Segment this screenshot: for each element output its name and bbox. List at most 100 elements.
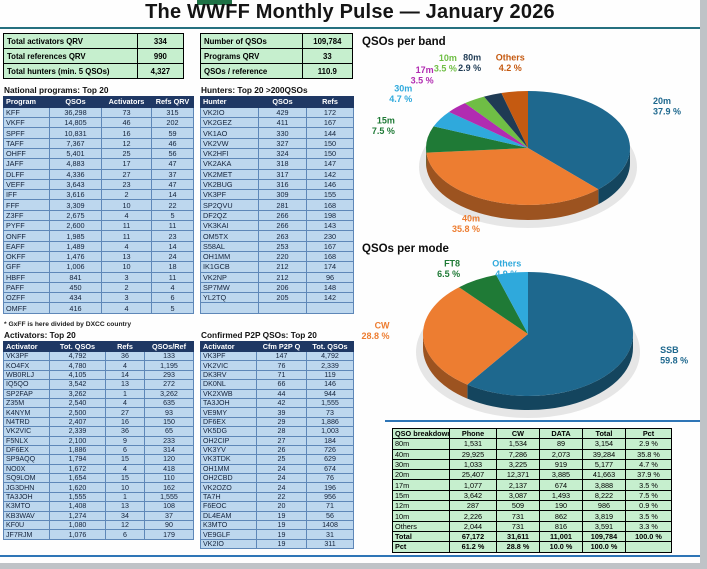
table-cell: DK0NL [200, 379, 257, 390]
table-cell: OMFF [3, 302, 50, 314]
table-cell: 1,555 [49, 491, 106, 503]
table-cell: VK2NP [200, 271, 259, 283]
hunters-table: Hunter QSOs Refs VK2IO 429 172 VK2GEZ 411 167 VK1… [200, 96, 354, 314]
table-cell: FFF [3, 199, 50, 211]
table-row: 20m 25,407 12,371 3,885 41,663 37.9 % [392, 469, 672, 481]
table-cell: 162 [144, 482, 194, 493]
table-cell: 13 [105, 379, 145, 390]
table-row: VK3KAI 266 143 [200, 220, 354, 232]
table-row: VK2NP 212 96 [200, 271, 354, 283]
table-cell: OH2CBD [200, 473, 257, 484]
table-cell: 314 [144, 444, 194, 456]
table-cell: 1,080 [49, 520, 106, 531]
table-cell: VK3TDK [200, 454, 257, 465]
table-cell: 6 [105, 444, 145, 456]
table-cell: Total activators QRV [3, 33, 138, 49]
table-cell: 24 [256, 463, 307, 475]
table-cell: OH2CIP [200, 435, 257, 446]
table-cell: VK2VW [200, 137, 259, 149]
table-row: SP2QVU 281 168 [200, 199, 354, 211]
table-cell: 674 [306, 463, 354, 475]
table-cell: 1,534 [496, 438, 540, 450]
table-cell: 67,172 [449, 530, 497, 543]
table-cell: 3.5 % [625, 510, 672, 522]
table-row: SQ9LOM 1,654 15 110 [3, 473, 194, 484]
table-cell: 1,033 [449, 458, 497, 471]
table-cell: GFF [3, 261, 50, 273]
table-cell: 179 [144, 529, 194, 540]
table-cell: 47 [151, 158, 194, 170]
table-cell: 4,792 [306, 350, 354, 362]
table-row: EAFF 1,489 4 14 [3, 240, 194, 252]
page-edge-right [700, 0, 707, 569]
table-cell: 89 [539, 438, 583, 450]
table-row: OH2CBD 24 76 [200, 473, 354, 484]
table-row: S58AL 253 167 [200, 240, 354, 252]
table-cell: 1,006 [49, 261, 102, 273]
table-cell: PAFF [3, 281, 50, 294]
table-row: FFF 3,309 10 22 [3, 199, 194, 211]
table-cell: VK2VIC [200, 360, 257, 371]
table-cell: VEFF [3, 178, 50, 191]
table-cell: 1,886 [49, 444, 106, 456]
table-cell: 23 [151, 230, 194, 242]
table-cell: VK3YV [200, 444, 257, 456]
column-header: Refs [306, 96, 354, 108]
table-cell: 1,555 [306, 397, 354, 409]
pie-slice-pct: 4.2 % [499, 63, 522, 73]
table-cell: 19 [256, 520, 307, 531]
table-cell: 4,105 [49, 369, 106, 381]
table-cell: 19 [256, 529, 307, 540]
page-title: The WWFF Monthly Pulse — January 2026 [145, 1, 555, 23]
table-cell: 133 [144, 350, 194, 362]
table-cell: 13 [101, 250, 152, 263]
table-cell: 120 [144, 454, 194, 465]
table-cell: 287 [449, 500, 497, 512]
table-cell: 47 [151, 178, 194, 191]
pie-slice-pct: 28.8 % [362, 331, 390, 341]
table-cell: 3.5 % [625, 479, 672, 491]
table-cell: 293 [144, 369, 194, 381]
column-header: Activator [200, 341, 257, 352]
table-cell: VK2VIC [3, 426, 50, 437]
table-cell: 6 [151, 292, 194, 304]
table-cell: 37 [151, 168, 194, 180]
table-cell: 1,672 [49, 463, 106, 475]
table-cell: 144 [306, 127, 354, 139]
table-row: DL4EAM 19 56 [200, 510, 354, 522]
table-cell: 37.9 % [625, 469, 672, 481]
table-cell: VK3PF [3, 350, 50, 362]
table-cell: 39,284 [582, 448, 626, 460]
table-cell: 100.0 % [582, 541, 626, 553]
table-cell: 4,792 [49, 350, 106, 362]
table-row: VK2OZO 24 196 [200, 482, 354, 493]
table-cell: TAFF [3, 137, 50, 149]
table-cell: KFF [3, 106, 50, 119]
table-cell: 2 [101, 189, 152, 201]
table-cell: 4 [101, 302, 152, 314]
band-chart-title: QSOs per band [362, 36, 446, 48]
table-cell: 66 [256, 379, 307, 390]
table-cell: 2,137 [496, 479, 540, 491]
table-row: Number of QSOs 109,784 [200, 33, 354, 49]
table-cell: 25 [101, 147, 152, 160]
table-row: N4TRD 2,407 16 150 [3, 416, 194, 428]
table-cell: DF6EX [200, 416, 257, 428]
table-cell: SP2FAP [3, 388, 50, 399]
table-cell: SP2QVU [200, 199, 259, 211]
table-cell: VK2IO [200, 106, 259, 119]
table-cell: KB3WAV [3, 510, 50, 522]
table-cell: 3,885 [539, 469, 583, 481]
table-cell: 146 [306, 379, 354, 390]
column-header: DATA [539, 427, 583, 440]
table-cell: 73 [306, 407, 354, 418]
table-cell: OKFF [3, 250, 50, 263]
table-cell: 1,489 [49, 240, 102, 252]
pie-slice [483, 92, 528, 148]
table-row: 30m 1,033 3,225 919 5,177 4.7 % [392, 458, 672, 471]
table-cell: 2,100 [49, 435, 106, 446]
table-cell: 61.2 % [449, 541, 497, 553]
table-cell: 4,883 [49, 158, 102, 170]
table-cell: 25,407 [449, 469, 497, 481]
table-row: OKFF 1,476 13 24 [3, 250, 194, 263]
